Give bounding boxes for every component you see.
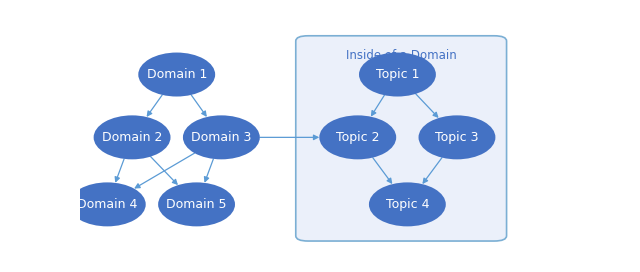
FancyBboxPatch shape (296, 36, 507, 241)
Ellipse shape (69, 183, 146, 226)
Ellipse shape (359, 52, 436, 97)
Text: Domain 3: Domain 3 (191, 131, 252, 144)
Text: Topic 3: Topic 3 (435, 131, 479, 144)
Text: Topic 1: Topic 1 (376, 68, 419, 81)
Ellipse shape (419, 115, 495, 159)
Text: Domain 2: Domain 2 (102, 131, 163, 144)
Ellipse shape (138, 52, 215, 97)
Text: Domain 5: Domain 5 (166, 198, 227, 211)
Text: Topic 2: Topic 2 (336, 131, 380, 144)
Text: Domain 4: Domain 4 (77, 198, 138, 211)
Text: Inside of a Domain: Inside of a Domain (346, 49, 456, 62)
Ellipse shape (158, 183, 235, 226)
Ellipse shape (93, 115, 170, 159)
Text: Domain 1: Domain 1 (147, 68, 207, 81)
Ellipse shape (183, 115, 260, 159)
Ellipse shape (319, 115, 396, 159)
Text: Topic 4: Topic 4 (386, 198, 429, 211)
Ellipse shape (369, 183, 446, 226)
